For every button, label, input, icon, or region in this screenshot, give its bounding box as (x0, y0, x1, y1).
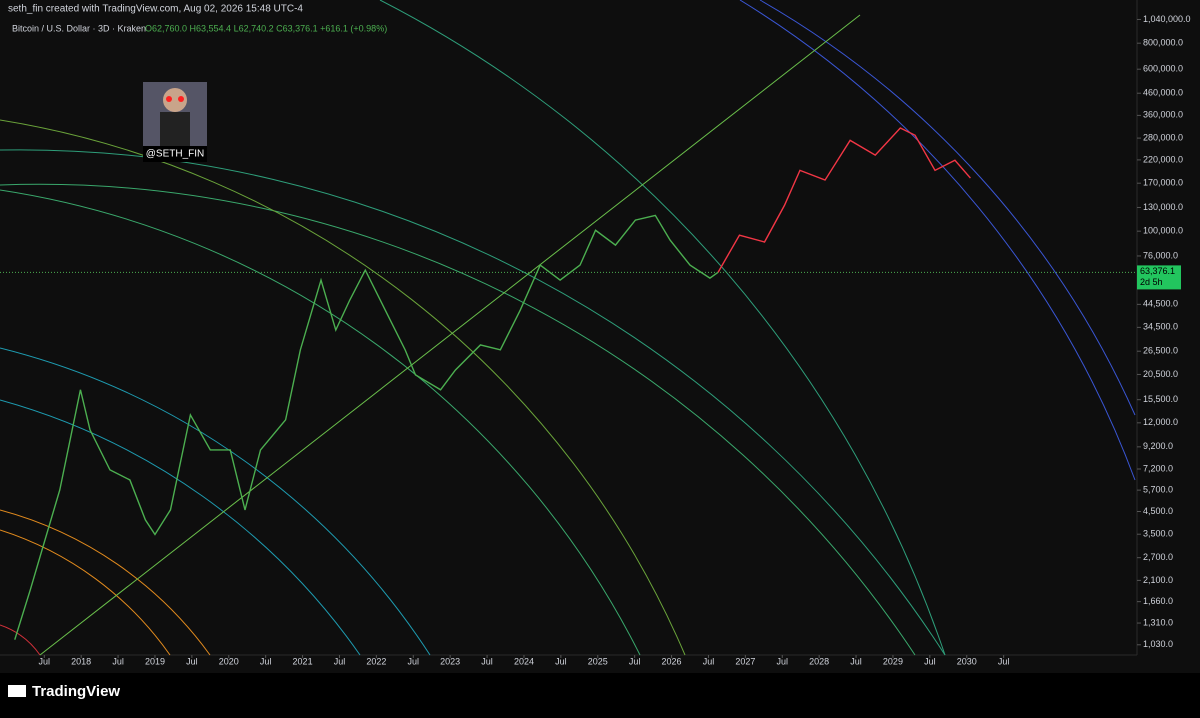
price-line (14, 214, 719, 640)
avatar: @SETH_FIN (143, 82, 207, 162)
price-line (717, 127, 971, 273)
x-tick-label: 2029 (883, 656, 903, 666)
y-tick-label: 44,500.0 (1143, 299, 1178, 309)
brand: TradingView (32, 683, 120, 700)
avatar-eye (166, 96, 172, 102)
x-tick-label: Jul (924, 656, 936, 666)
arc (0, 119, 686, 656)
arc (0, 189, 641, 656)
x-tick-label: Jul (776, 656, 788, 666)
x-tick-label: 2021 (293, 656, 313, 666)
symbol: Bitcoin / U.S. Dollar · 3D · Kraken (12, 23, 146, 33)
y-tick-label: 1,310.0 (1143, 617, 1173, 627)
y-tick-label: 5,700.0 (1143, 485, 1173, 495)
y-tick-label: 360,000.0 (1143, 110, 1183, 120)
arc (0, 509, 211, 656)
avatar-label: @SETH_FIN (146, 149, 205, 160)
x-tick-label: 2022 (366, 656, 386, 666)
x-tick-label: Jul (260, 656, 272, 666)
y-tick-label: 460,000.0 (1143, 88, 1183, 98)
y-tick-label: 76,000.0 (1143, 250, 1178, 260)
avatar-face (163, 88, 187, 112)
y-tick-label: 26,500.0 (1143, 346, 1178, 356)
y-tick-label: 600,000.0 (1143, 64, 1183, 74)
x-tick-label: 2026 (662, 656, 682, 666)
countdown-label: 2d 5h (1140, 277, 1163, 287)
x-tick-label: Jul (998, 656, 1010, 666)
y-tick-label: 170,000.0 (1143, 178, 1183, 188)
arc (0, 347, 431, 656)
x-tick-label: Jul (481, 656, 493, 666)
credit: seth_fin created with TradingView.com, A… (8, 4, 303, 15)
arcs (0, 0, 1136, 656)
y-tick-label: 1,660.0 (1143, 596, 1173, 606)
x-tick-label: 2019 (145, 656, 165, 666)
y-tick-label: 1,030.0 (1143, 639, 1173, 649)
x-tick-label: 2030 (957, 656, 977, 666)
y-tick-label: 9,200.0 (1143, 441, 1173, 451)
arc (0, 624, 41, 656)
y-tick-label: 34,500.0 (1143, 322, 1178, 332)
last-price-box (1137, 265, 1181, 290)
y-tick-label: 7,200.0 (1143, 463, 1173, 473)
x-tick-label: 2028 (809, 656, 829, 666)
ohlc: O62,760.0 H63,554.4 L62,740.2 C63,376.1 … (145, 23, 387, 33)
y-tick-label: 220,000.0 (1143, 154, 1183, 164)
x-tick-label: Jul (334, 656, 346, 666)
avatar-eye (178, 96, 184, 102)
y-tick-label: 12,000.0 (1143, 417, 1178, 427)
logo-icon (8, 685, 26, 697)
x-tick-label: Jul (408, 656, 420, 666)
y-tick-label: 2,100.0 (1143, 575, 1173, 585)
arc (739, 0, 1136, 481)
x-tick-label: 2020 (219, 656, 239, 666)
x-tick-label: Jul (186, 656, 198, 666)
x-tick-label: Jul (39, 656, 51, 666)
y-tick-label: 20,500.0 (1143, 369, 1178, 379)
avatar-body (160, 112, 190, 146)
footer-bar (0, 673, 1200, 713)
x-tick-label: Jul (850, 656, 862, 666)
x-tick-label: 2027 (735, 656, 755, 666)
x-tick-label: Jul (703, 656, 715, 666)
x-tick-label: 2024 (514, 656, 534, 666)
arc (0, 529, 171, 656)
y-tick-label: 1,040,000.0 (1143, 14, 1191, 24)
x-tick-label: Jul (555, 656, 567, 666)
x-tick-label: 2018 (71, 656, 91, 666)
avatar-label-bg (143, 146, 207, 162)
x-tick-label: 2023 (440, 656, 460, 666)
trend-line (39, 14, 861, 656)
arc (0, 183, 916, 656)
y-tick-label: 100,000.0 (1143, 226, 1183, 236)
y-tick-label: 4,500.0 (1143, 506, 1173, 516)
y-tick-label: 2,700.0 (1143, 552, 1173, 562)
x-tick-label: Jul (112, 656, 124, 666)
y-tick-label: 15,500.0 (1143, 394, 1178, 404)
y-tick-label: 280,000.0 (1143, 132, 1183, 142)
last-price-label: 63,376.1 (1140, 266, 1175, 276)
x-tick-label: Jul (629, 656, 641, 666)
x-tick-label: 2025 (588, 656, 608, 666)
arc (0, 399, 361, 656)
y-tick-label: 3,500.0 (1143, 529, 1173, 539)
y-tick-label: 800,000.0 (1143, 38, 1183, 48)
y-tick-label: 130,000.0 (1143, 202, 1183, 212)
